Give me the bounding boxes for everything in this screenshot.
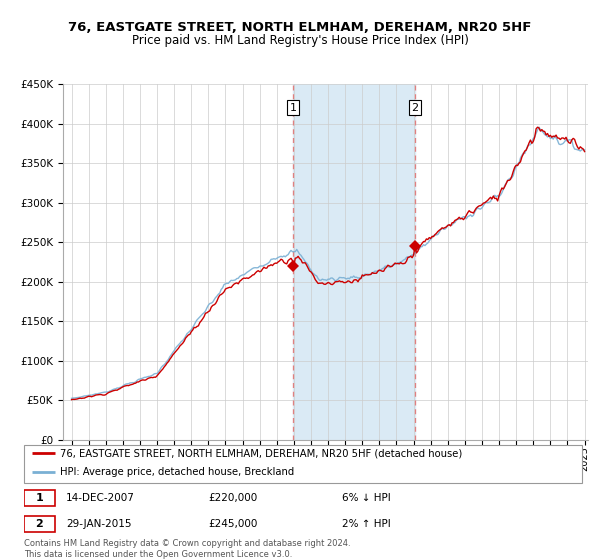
- Text: 76, EASTGATE STREET, NORTH ELMHAM, DEREHAM, NR20 5HF (detached house): 76, EASTGATE STREET, NORTH ELMHAM, DEREH…: [60, 449, 463, 459]
- Text: Contains HM Land Registry data © Crown copyright and database right 2024.
This d: Contains HM Land Registry data © Crown c…: [24, 539, 350, 559]
- Text: 6% ↓ HPI: 6% ↓ HPI: [342, 493, 391, 503]
- Text: 1: 1: [290, 102, 296, 113]
- Text: 2% ↑ HPI: 2% ↑ HPI: [342, 519, 391, 529]
- Bar: [293, 84, 415, 440]
- FancyBboxPatch shape: [24, 489, 55, 506]
- Text: HPI: Average price, detached house, Breckland: HPI: Average price, detached house, Brec…: [60, 468, 295, 478]
- Text: 14-DEC-2007: 14-DEC-2007: [66, 493, 135, 503]
- Text: 2: 2: [35, 519, 43, 529]
- Text: Price paid vs. HM Land Registry's House Price Index (HPI): Price paid vs. HM Land Registry's House …: [131, 34, 469, 46]
- Text: 2: 2: [412, 102, 419, 113]
- Text: 76, EASTGATE STREET, NORTH ELMHAM, DEREHAM, NR20 5HF: 76, EASTGATE STREET, NORTH ELMHAM, DEREH…: [68, 21, 532, 34]
- Text: 29-JAN-2015: 29-JAN-2015: [66, 519, 131, 529]
- FancyBboxPatch shape: [24, 445, 582, 483]
- FancyBboxPatch shape: [24, 516, 55, 533]
- Text: £245,000: £245,000: [208, 519, 257, 529]
- Text: 1: 1: [35, 493, 43, 503]
- Text: £220,000: £220,000: [208, 493, 257, 503]
